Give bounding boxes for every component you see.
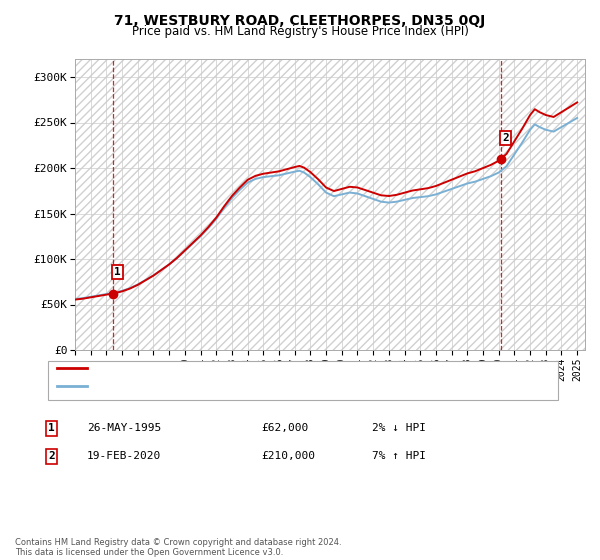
Text: Price paid vs. HM Land Registry's House Price Index (HPI): Price paid vs. HM Land Registry's House … xyxy=(131,25,469,38)
Text: 1: 1 xyxy=(114,267,121,277)
Text: 2: 2 xyxy=(502,133,509,142)
Text: 26-MAY-1995: 26-MAY-1995 xyxy=(87,423,161,433)
Text: 2: 2 xyxy=(48,451,55,461)
Text: 71, WESTBURY ROAD, CLEETHORPES, DN35 0QJ: 71, WESTBURY ROAD, CLEETHORPES, DN35 0QJ xyxy=(115,14,485,28)
Text: HPI: Average price, detached house, North East Lincolnshire: HPI: Average price, detached house, Nort… xyxy=(93,381,407,391)
Text: £210,000: £210,000 xyxy=(261,451,315,461)
Text: 71, WESTBURY ROAD, CLEETHORPES, DN35 0QJ (detached house): 71, WESTBURY ROAD, CLEETHORPES, DN35 0QJ… xyxy=(93,363,437,374)
Text: 7% ↑ HPI: 7% ↑ HPI xyxy=(372,451,426,461)
Text: £62,000: £62,000 xyxy=(261,423,308,433)
Text: 1: 1 xyxy=(48,423,55,433)
Text: 2% ↓ HPI: 2% ↓ HPI xyxy=(372,423,426,433)
Text: Contains HM Land Registry data © Crown copyright and database right 2024.
This d: Contains HM Land Registry data © Crown c… xyxy=(15,538,341,557)
Text: 19-FEB-2020: 19-FEB-2020 xyxy=(87,451,161,461)
